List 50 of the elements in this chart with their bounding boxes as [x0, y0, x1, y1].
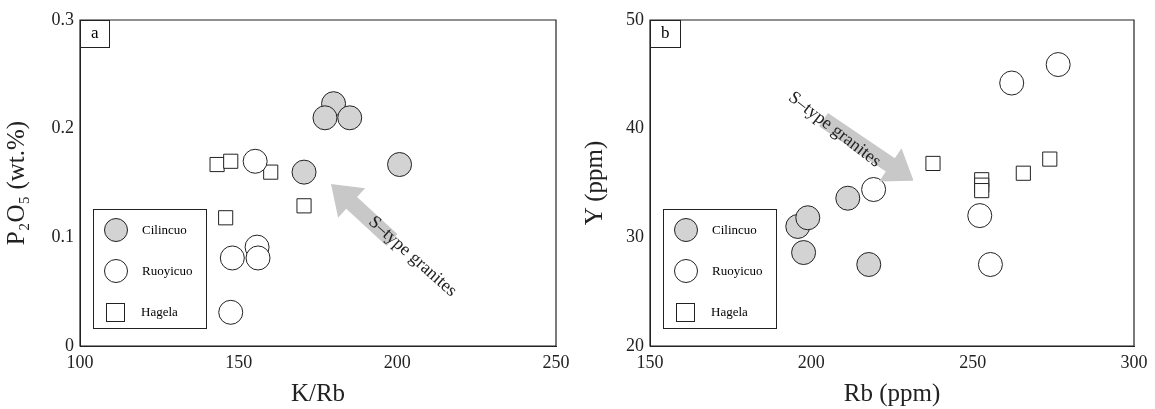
x-axis-title: K/Rb — [290, 378, 346, 406]
point — [967, 203, 993, 229]
legend-label: Hagela — [141, 304, 178, 320]
point — [219, 245, 245, 271]
legend-label: Ruoyicuo — [142, 263, 193, 279]
y-axis-title: P₂O₅ (wt.%) — [1, 120, 30, 246]
point — [337, 105, 363, 131]
point — [977, 252, 1003, 277]
point — [1045, 52, 1071, 78]
legend-label: Cilincuo — [712, 222, 757, 238]
point — [223, 153, 239, 169]
point — [1015, 165, 1031, 181]
annotation: b — [650, 20, 681, 48]
point — [263, 164, 279, 180]
point — [296, 198, 312, 214]
y-tick-label: 0.3 — [51, 8, 74, 29]
point — [387, 152, 413, 178]
point — [999, 70, 1025, 96]
legend-label: Ruoyicuo — [712, 263, 763, 279]
y-tick-label: 50 — [626, 8, 644, 29]
point — [791, 240, 817, 266]
point — [291, 159, 317, 185]
point — [856, 252, 882, 277]
legend-label: Hagela — [711, 304, 748, 320]
point — [974, 183, 990, 199]
x-tick-label: 150 — [225, 351, 253, 372]
point — [925, 155, 941, 172]
x-tick-label: 200 — [797, 351, 825, 372]
y-tick-label: 40 — [626, 117, 644, 138]
point — [218, 299, 244, 325]
y-axis-title: Y (ppm) — [579, 140, 608, 226]
point — [245, 245, 271, 271]
point — [218, 210, 234, 226]
x-tick-label: 250 — [542, 351, 570, 372]
x-axis-title: Rb (ppm) — [843, 378, 941, 407]
y-tick-label: 0.1 — [51, 226, 74, 247]
y-tick-label: 30 — [626, 226, 644, 247]
annotation: a — [80, 20, 110, 48]
point — [312, 105, 338, 131]
point — [795, 205, 821, 231]
point — [209, 156, 225, 173]
x-tick-label: 200 — [383, 351, 411, 372]
x-tick-label: 300 — [1120, 351, 1148, 372]
point — [242, 148, 268, 174]
x-tick-label: 250 — [959, 351, 987, 372]
y-tick-label: 0.2 — [51, 117, 74, 138]
legend-label: Cilincuo — [142, 222, 187, 238]
point — [835, 185, 861, 211]
point — [1042, 151, 1058, 167]
point — [861, 177, 887, 203]
